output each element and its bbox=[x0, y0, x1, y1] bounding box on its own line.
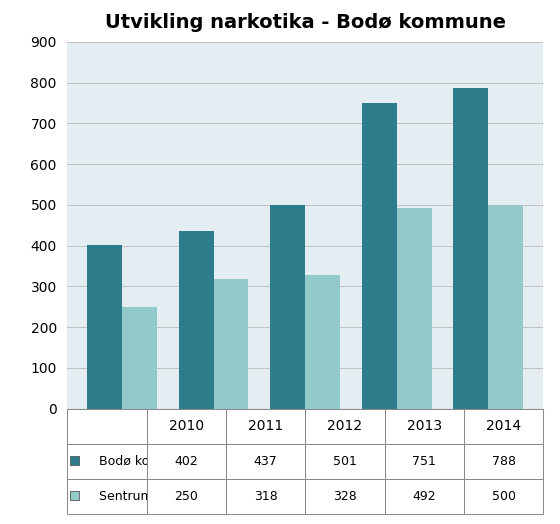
Title: Utvikling narkotika - Bodø kommune: Utvikling narkotika - Bodø kommune bbox=[105, 13, 506, 32]
Bar bbox=[87, 245, 122, 409]
Bar bbox=[362, 103, 396, 409]
Bar bbox=[122, 307, 157, 409]
Bar bbox=[488, 205, 523, 409]
Bar bbox=[305, 275, 340, 409]
Bar bbox=[214, 279, 249, 409]
Bar bbox=[179, 231, 214, 409]
Bar bbox=[454, 88, 488, 409]
Bar bbox=[396, 208, 432, 409]
Bar bbox=[270, 204, 305, 409]
